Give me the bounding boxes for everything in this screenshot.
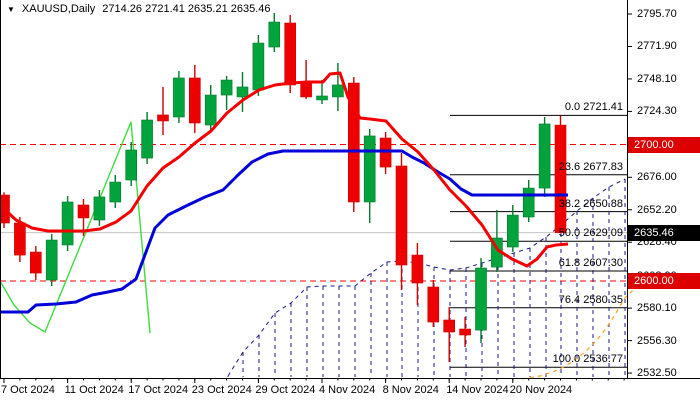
candle-body bbox=[459, 328, 471, 336]
candle-body bbox=[93, 196, 106, 221]
candle-body bbox=[443, 319, 456, 333]
candle-body bbox=[284, 22, 297, 86]
candle-body bbox=[538, 123, 551, 189]
candle-body bbox=[14, 222, 26, 256]
candle-body bbox=[141, 119, 153, 159]
candle-body bbox=[77, 204, 90, 219]
candle-body bbox=[236, 86, 249, 98]
symbol-label: XAUUSD,Daily bbox=[21, 3, 96, 15]
candle-body bbox=[61, 201, 74, 246]
candle-body bbox=[29, 251, 42, 274]
candle-body bbox=[316, 95, 328, 101]
candle-body bbox=[363, 135, 376, 203]
symbol-ohlc-header: ▼ XAUUSD,Daily 2714.26 2721.41 2635.21 2… bbox=[7, 3, 271, 15]
candle-body bbox=[157, 114, 169, 122]
candle-body bbox=[475, 267, 487, 331]
candle-body bbox=[427, 286, 440, 323]
candle-body bbox=[379, 137, 392, 168]
arc-line bbox=[521, 283, 658, 380]
candle-body bbox=[522, 187, 535, 218]
symbol-dropdown-icon[interactable]: ▼ bbox=[7, 4, 15, 14]
candle-body bbox=[300, 82, 312, 98]
candle-body bbox=[204, 94, 217, 126]
candle-body bbox=[332, 84, 344, 98]
candle-body bbox=[45, 239, 58, 281]
candle-body bbox=[125, 149, 137, 181]
candle-body bbox=[554, 124, 567, 233]
ohlc-values: 2714.26 2721.41 2635.21 2635.46 bbox=[102, 3, 271, 15]
candle-body bbox=[109, 181, 122, 203]
candle-body bbox=[411, 254, 424, 284]
ma-fast-line bbox=[0, 71, 569, 268]
candle-body bbox=[347, 82, 360, 203]
candle-body bbox=[268, 21, 281, 48]
candle-body bbox=[189, 77, 201, 124]
candle-body bbox=[252, 42, 265, 91]
candle-body bbox=[395, 165, 408, 266]
candle-body bbox=[173, 77, 185, 118]
candle-body bbox=[506, 214, 519, 248]
candle-body bbox=[220, 79, 233, 96]
